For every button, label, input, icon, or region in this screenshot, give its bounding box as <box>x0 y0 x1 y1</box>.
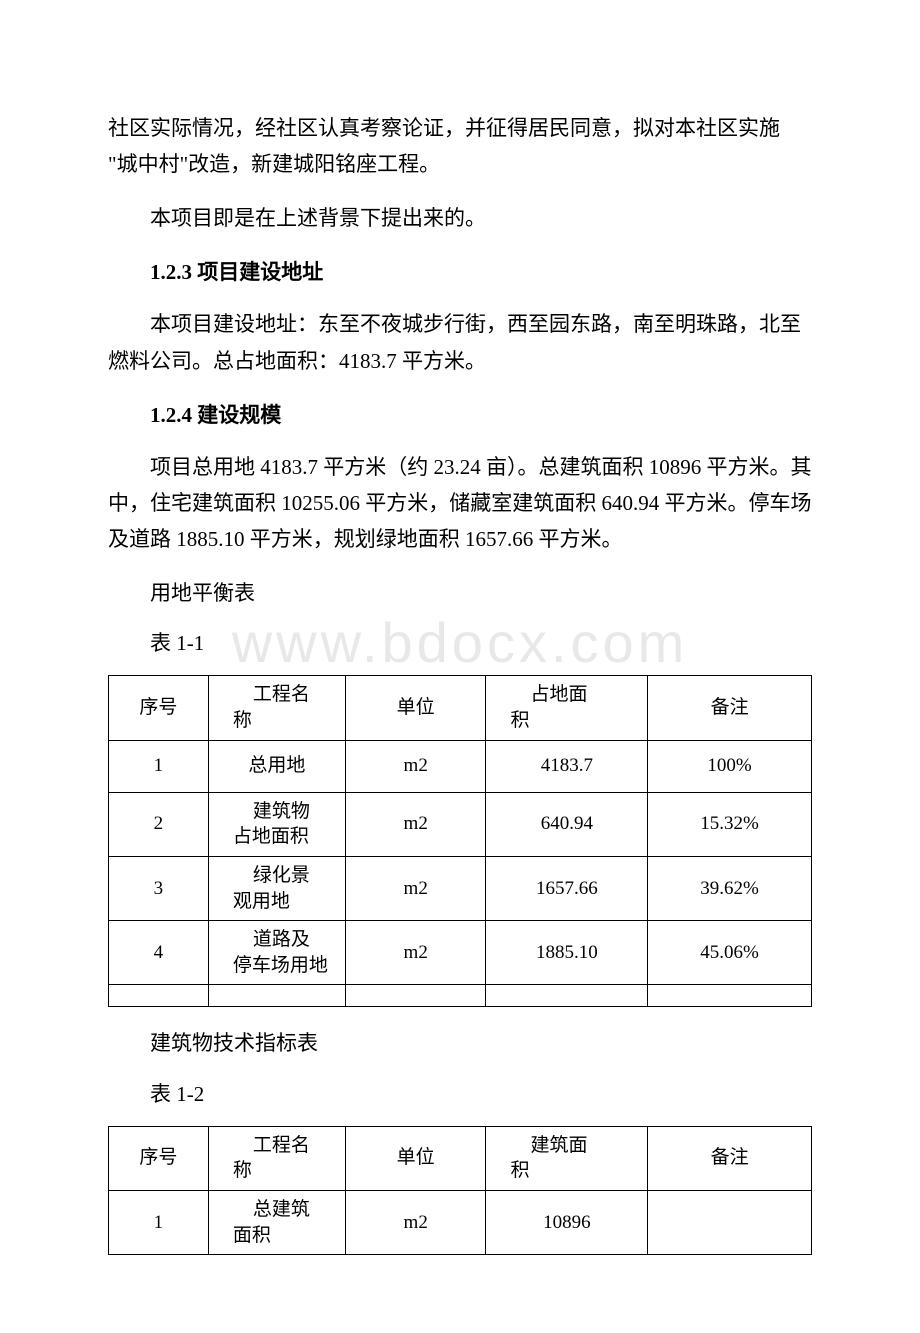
table-row-empty <box>109 985 812 1007</box>
table-row: 4 道路及停车场用地 m2 1885.10 45.06% <box>109 921 812 985</box>
paragraph-site-address: 本项目建设地址：东至不夜城步行街，西至园东路，南至明珠路，北至燃料公司。总占地面… <box>108 306 812 378</box>
cell-remark <box>648 1190 812 1254</box>
col-remark: 备注 <box>648 676 812 740</box>
land-balance-table: 序号 工程名称 单位 占地面积 备注 1 总用地 m2 4183.7 100% … <box>108 675 812 1007</box>
cell-seq: 4 <box>109 921 209 985</box>
cell-area: 1885.10 <box>486 921 648 985</box>
col-seq: 序号 <box>109 1126 209 1190</box>
cell-empty <box>486 985 648 1007</box>
cell-unit: m2 <box>345 792 486 856</box>
building-index-table: 序号 工程名称 单位 建筑面积 备注 1 总建筑面积 m2 10896 <box>108 1126 812 1256</box>
table-row: 3 绿化景观用地 m2 1657.66 39.62% <box>109 856 812 920</box>
cell-name: 总用地 <box>208 740 345 792</box>
col-area: 占地面积 <box>486 676 648 740</box>
table1-label: 表 1-1 <box>108 625 812 661</box>
cell-empty <box>109 985 209 1007</box>
cell-unit: m2 <box>345 856 486 920</box>
cell-empty <box>345 985 486 1007</box>
table-header-row: 序号 工程名称 单位 建筑面积 备注 <box>109 1126 812 1190</box>
cell-unit: m2 <box>345 921 486 985</box>
table-header-row: 序号 工程名称 单位 占地面积 备注 <box>109 676 812 740</box>
paragraph-construction-scale: 项目总用地 4183.7 平方米（约 23.24 亩）。总建筑面积 10896 … <box>108 449 812 557</box>
cell-seq: 1 <box>109 1190 209 1254</box>
col-seq: 序号 <box>109 676 209 740</box>
cell-name: 道路及停车场用地 <box>208 921 345 985</box>
cell-unit: m2 <box>345 740 486 792</box>
col-unit: 单位 <box>345 676 486 740</box>
table-row: 1 总用地 m2 4183.7 100% <box>109 740 812 792</box>
cell-seq: 1 <box>109 740 209 792</box>
heading-site-address: 1.2.3 项目建设地址 <box>108 254 812 290</box>
cell-name: 绿化景观用地 <box>208 856 345 920</box>
cell-name: 总建筑面积 <box>208 1190 345 1254</box>
cell-area: 10896 <box>486 1190 648 1254</box>
col-unit: 单位 <box>345 1126 486 1190</box>
col-building-area: 建筑面积 <box>486 1126 648 1190</box>
table-row: 2 建筑物占地面积 m2 640.94 15.32% <box>109 792 812 856</box>
col-project-name: 工程名称 <box>208 1126 345 1190</box>
table2-title: 建筑物技术指标表 <box>108 1025 812 1061</box>
cell-remark: 15.32% <box>648 792 812 856</box>
cell-name: 建筑物占地面积 <box>208 792 345 856</box>
table2-label: 表 1-2 <box>108 1076 812 1112</box>
col-project-name: 工程名称 <box>208 676 345 740</box>
cell-remark: 45.06% <box>648 921 812 985</box>
cell-area: 4183.7 <box>486 740 648 792</box>
cell-remark: 100% <box>648 740 812 792</box>
cell-empty <box>648 985 812 1007</box>
col-remark: 备注 <box>648 1126 812 1190</box>
table-row: 1 总建筑面积 m2 10896 <box>109 1190 812 1254</box>
cell-area: 640.94 <box>486 792 648 856</box>
table1-title: 用地平衡表 <box>108 575 812 611</box>
paragraph-intro-end: 本项目即是在上述背景下提出来的。 <box>108 200 812 236</box>
paragraph-continuation: 社区实际情况，经社区认真考察论证，并征得居民同意，拟对本社区实施 "城中村"改造… <box>108 110 812 182</box>
cell-remark: 39.62% <box>648 856 812 920</box>
cell-seq: 2 <box>109 792 209 856</box>
heading-construction-scale: 1.2.4 建设规模 <box>108 397 812 433</box>
cell-unit: m2 <box>345 1190 486 1254</box>
cell-empty <box>208 985 345 1007</box>
cell-area: 1657.66 <box>486 856 648 920</box>
cell-seq: 3 <box>109 856 209 920</box>
